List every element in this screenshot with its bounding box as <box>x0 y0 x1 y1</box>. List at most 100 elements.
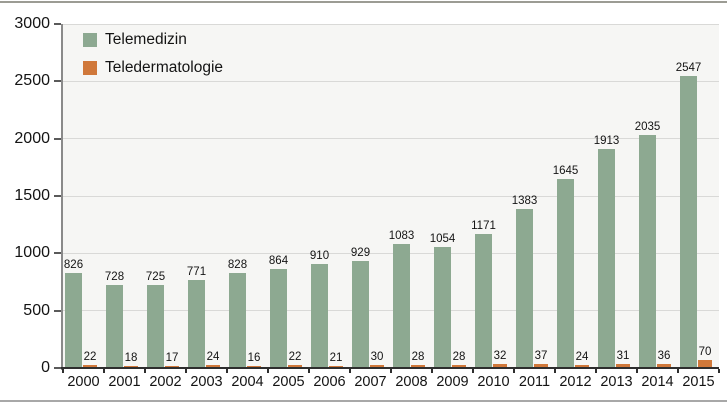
x-tick-label-2007: 2007 <box>354 374 387 390</box>
bar-telemedizin-2014 <box>639 135 656 368</box>
bar-telemedizin-2010 <box>475 234 492 368</box>
x-tick-label-2010: 2010 <box>477 374 510 390</box>
bar-value-telemedizin-2002: 725 <box>145 271 166 283</box>
x-tick-label-2006: 2006 <box>313 374 346 390</box>
y-axis-tick-1500 <box>54 195 61 197</box>
legend-item-telemedizin: Telemedizin <box>83 31 223 48</box>
x-axis-tick <box>103 369 105 373</box>
gridline-2500 <box>63 80 719 82</box>
bar-telemedizin-2008 <box>393 244 410 368</box>
x-tick-label-2013: 2013 <box>600 374 633 390</box>
bar-value-teledermatologie-2009: 28 <box>452 351 466 363</box>
x-axis-tick <box>554 369 556 373</box>
x-tick-label-2008: 2008 <box>395 374 428 390</box>
y-axis-tick-1000 <box>54 252 61 255</box>
bar-telemedizin-2002 <box>147 285 164 368</box>
gridline-3000 <box>63 23 719 25</box>
bar-value-telemedizin-2015: 2547 <box>675 62 702 74</box>
legend-item-teledermatologie: Teledermatologie <box>83 59 223 76</box>
y-axis-tick-2500 <box>54 80 61 83</box>
bar-teledermatologie-2013 <box>616 364 630 368</box>
bar-teledermatologie-2009 <box>452 365 466 368</box>
x-tick-label-2003: 2003 <box>190 374 223 390</box>
x-tick-label-2012: 2012 <box>559 374 592 390</box>
y-axis-tick-500 <box>54 309 61 312</box>
y-tick-label-2500: 2500 <box>14 72 50 90</box>
y-axis-tick-3000 <box>54 23 61 25</box>
bar-value-telemedizin-2000: 826 <box>63 259 84 271</box>
x-axis-tick <box>595 369 597 373</box>
y-tick-label-1000: 1000 <box>14 244 50 262</box>
bar-value-teledermatologie-2015: 70 <box>698 346 712 358</box>
bar-value-telemedizin-2014: 2035 <box>634 121 661 133</box>
x-axis-tick <box>390 369 392 373</box>
x-tick-label-2001: 2001 <box>108 374 141 390</box>
bar-value-telemedizin-2007: 929 <box>350 247 371 259</box>
y-tick-label-1500: 1500 <box>14 187 50 204</box>
bar-value-telemedizin-2005: 864 <box>268 255 289 267</box>
bar-telemedizin-2009 <box>434 247 451 368</box>
bar-teledermatologie-2000 <box>83 365 97 368</box>
figure-bottom-rule <box>0 400 727 402</box>
bar-value-teledermatologie-2005: 22 <box>288 351 302 363</box>
bar-teledermatologie-2015 <box>698 360 712 368</box>
y-axis-tick-2000 <box>54 137 61 140</box>
bar-teledermatologie-2008 <box>411 365 425 368</box>
gridline-1500 <box>63 195 719 197</box>
bar-value-teledermatologie-2011: 37 <box>534 350 548 362</box>
bar-value-telemedizin-2013: 1913 <box>593 135 620 147</box>
bar-telemedizin-2015 <box>680 76 697 368</box>
bar-value-teledermatologie-2013: 31 <box>616 350 630 362</box>
legend-swatch-teledermatologie <box>83 61 97 75</box>
bar-telemedizin-2011 <box>516 209 533 368</box>
x-tick-label-2002: 2002 <box>149 374 182 390</box>
y-tick-label-2000: 2000 <box>14 129 50 147</box>
bar-value-teledermatologie-2004: 16 <box>247 352 261 364</box>
bar-teledermatologie-2014 <box>657 364 671 368</box>
bar-telemedizin-2004 <box>229 273 246 368</box>
bar-teledermatologie-2012 <box>575 365 589 368</box>
bar-value-telemedizin-2009: 1054 <box>429 233 456 245</box>
x-axis-tick <box>144 369 146 373</box>
x-tick-label-2014: 2014 <box>641 374 674 390</box>
y-axis <box>61 24 63 370</box>
x-axis-tick <box>472 369 474 373</box>
figure-top-rule <box>0 1 727 3</box>
bar-value-telemedizin-2008: 1083 <box>388 230 415 242</box>
bar-teledermatologie-2011 <box>534 364 548 368</box>
x-tick-label-2004: 2004 <box>231 374 264 390</box>
plot-area: Telemedizin Teledermatologie 826 22 728 18 7… <box>63 23 719 368</box>
bar-value-teledermatologie-2007: 30 <box>370 351 384 363</box>
bar-value-teledermatologie-2014: 36 <box>657 350 671 362</box>
bar-value-teledermatologie-2008: 28 <box>411 351 425 363</box>
bar-value-telemedizin-2012: 1645 <box>552 165 579 177</box>
bar-teledermatologie-2007 <box>370 365 384 368</box>
bar-value-telemedizin-2004: 828 <box>227 259 248 271</box>
x-axis-tick <box>677 369 679 373</box>
gridline-500 <box>63 310 719 312</box>
bar-telemedizin-2006 <box>311 264 328 368</box>
bar-value-teledermatologie-2003: 24 <box>206 351 220 363</box>
x-axis-tick <box>62 369 64 373</box>
gridline-1000 <box>63 252 719 254</box>
x-tick-label-2000: 2000 <box>67 374 100 390</box>
gridline-2000 <box>63 138 719 140</box>
bar-value-teledermatologie-2012: 24 <box>575 351 589 363</box>
x-axis-tick <box>267 369 269 373</box>
x-tick-label-2009: 2009 <box>436 374 469 390</box>
bar-teledermatologie-2005 <box>288 365 302 368</box>
x-tick-label-2005: 2005 <box>272 374 305 390</box>
legend-swatch-telemedizin <box>83 33 97 47</box>
x-axis-tick <box>513 369 515 373</box>
bar-value-teledermatologie-2010: 32 <box>493 350 507 362</box>
x-axis-tick <box>349 369 351 373</box>
bar-teledermatologie-2003 <box>206 365 220 368</box>
x-tick-label-2015: 2015 <box>682 374 715 390</box>
x-axis-tick <box>431 369 433 373</box>
x-axis-tick <box>718 369 720 373</box>
bar-teledermatologie-2010 <box>493 364 507 368</box>
bar-value-telemedizin-2011: 1383 <box>511 195 538 207</box>
bar-telemedizin-2000 <box>65 273 82 368</box>
legend: Telemedizin Teledermatologie <box>83 31 223 89</box>
